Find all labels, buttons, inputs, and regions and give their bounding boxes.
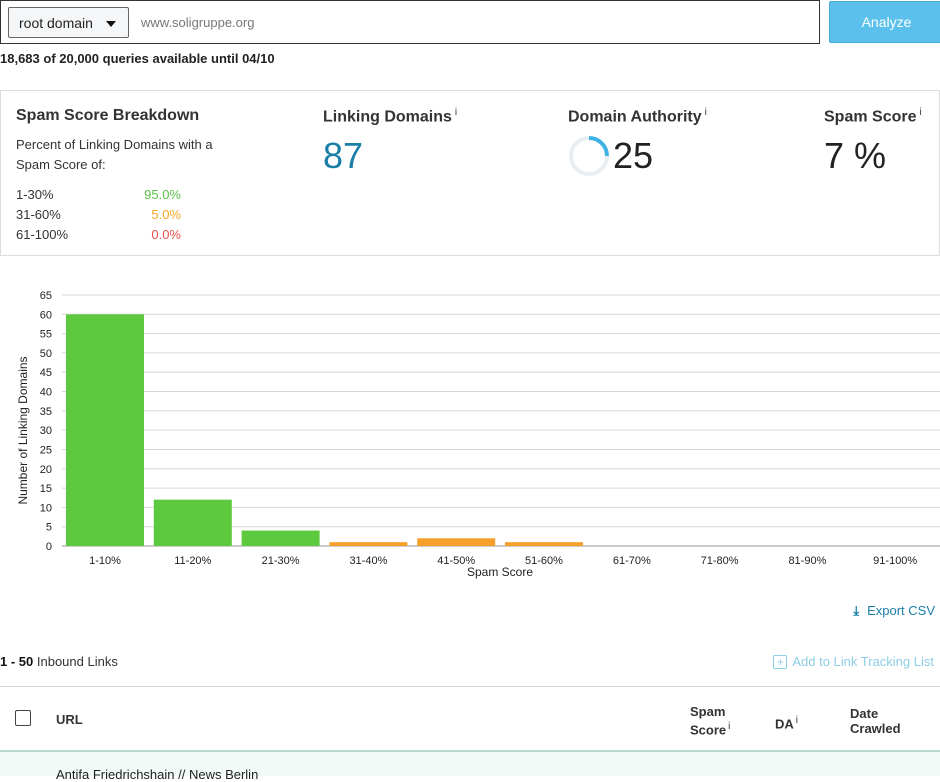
domain-authority-label: Domain Authority bbox=[568, 108, 702, 126]
download-icon: ⤓ bbox=[853, 603, 860, 618]
x-tick-label: 1-10% bbox=[89, 555, 121, 567]
x-tick-label: 71-80% bbox=[701, 555, 739, 567]
quota-text: 18,683 of 20,000 queries available until… bbox=[0, 51, 275, 66]
linking-domains-value[interactable]: 87 bbox=[323, 135, 364, 176]
column-url[interactable]: URL bbox=[56, 712, 83, 727]
spam-breakdown-title: Spam Score Breakdown bbox=[16, 107, 200, 124]
x-tick-label: 61-70% bbox=[613, 555, 651, 567]
x-tick-label: 51-60% bbox=[525, 555, 563, 567]
breakdown-range: 31-60% bbox=[16, 207, 61, 222]
column-spam-score[interactable]: Spam Score i bbox=[690, 704, 730, 737]
y-tick-label: 45 bbox=[40, 367, 52, 379]
bar-1-10%[interactable] bbox=[66, 314, 144, 546]
range-label: Inbound Links bbox=[36, 654, 118, 669]
column-date-crawled[interactable]: Date Crawled bbox=[850, 706, 901, 736]
y-axis-title: Number of Linking Domains bbox=[16, 356, 30, 504]
row-title[interactable]: Antifa Friedrichshain // News Berlin bbox=[56, 767, 259, 782]
add-to-link-tracking-button[interactable]: + Add to Link Tracking List bbox=[773, 654, 934, 669]
bar-41-50%[interactable] bbox=[417, 538, 496, 546]
chart-bars bbox=[66, 314, 583, 546]
bar-11-20%[interactable] bbox=[153, 499, 232, 546]
export-csv-button[interactable]: ⤓ Export CSV bbox=[853, 603, 935, 619]
caret-down-icon bbox=[106, 21, 116, 27]
spam-score-chart: 0 5 10 15 20 25 30 35 40 45 50 55 60 65 1-10% 11-20% 21… bbox=[16, 290, 940, 579]
table-header: URL Spam Score i DA i Date Crawled bbox=[0, 686, 940, 752]
x-axis-title: Spam Score bbox=[467, 565, 533, 579]
spam-score-value: 7 % bbox=[824, 135, 887, 176]
column-spam-score-line2: Score i bbox=[690, 719, 730, 737]
column-da[interactable]: DA i bbox=[775, 713, 798, 731]
y-tick-label: 10 bbox=[40, 502, 52, 514]
y-tick-label: 55 bbox=[40, 329, 52, 341]
x-tick-label: 11-20% bbox=[174, 555, 211, 567]
spam-score-label: Spam Score bbox=[824, 108, 917, 126]
info-icon[interactable]: i bbox=[919, 107, 922, 118]
y-tick-label: 30 bbox=[40, 425, 52, 437]
x-tick-label: 91-100% bbox=[873, 555, 917, 567]
track-label: Add to Link Tracking List bbox=[792, 654, 934, 669]
analyze-button[interactable]: Analyze bbox=[829, 1, 940, 43]
breakdown-value: 5.0% bbox=[151, 207, 181, 222]
domain-authority-value: 25 bbox=[613, 135, 654, 176]
chart-grid: 0 5 10 15 20 25 30 35 40 45 50 55 60 65 bbox=[40, 290, 940, 553]
x-tick-label: 41-50% bbox=[437, 555, 475, 567]
bar-51-60%[interactable] bbox=[505, 542, 583, 546]
y-tick-label: 20 bbox=[40, 464, 52, 476]
x-tick-label: 31-40% bbox=[349, 555, 387, 567]
y-tick-label: 65 bbox=[40, 290, 52, 302]
y-tick-label: 0 bbox=[46, 541, 52, 553]
domain-authority-ring bbox=[569, 136, 609, 176]
select-all-checkbox[interactable] bbox=[15, 710, 31, 726]
linking-domains-label: Linking Domains bbox=[323, 108, 452, 126]
column-spam-score-line1: Spam bbox=[690, 704, 726, 719]
breakdown-value: 0.0% bbox=[151, 227, 181, 242]
spam-score-title: Spam Score i bbox=[824, 107, 922, 126]
scope-select-label: root domain bbox=[19, 15, 93, 31]
bar-31-40%[interactable] bbox=[329, 542, 408, 546]
metrics-panel: Spam Score Breakdown Percent of Linking … bbox=[0, 90, 940, 256]
column-da-label: DA bbox=[775, 716, 794, 732]
info-icon[interactable]: i bbox=[728, 721, 731, 732]
breakdown-row: 61-100% 0.0% bbox=[16, 227, 181, 242]
info-icon[interactable]: i bbox=[454, 107, 458, 118]
plus-icon: + bbox=[773, 655, 788, 669]
breakdown-range: 61-100% bbox=[16, 227, 69, 242]
info-icon[interactable]: i bbox=[795, 715, 799, 726]
column-spam-score-word: Score bbox=[690, 722, 727, 738]
breakdown-value: 95.0% bbox=[144, 187, 181, 202]
x-tick-label: 21-30% bbox=[262, 555, 300, 567]
y-tick-label: 5 bbox=[46, 522, 52, 534]
y-tick-label: 35 bbox=[40, 406, 52, 418]
linking-domains-title: Linking Domains i bbox=[323, 107, 457, 126]
column-date-line1: Date bbox=[850, 706, 879, 721]
scope-select[interactable]: root domain bbox=[8, 7, 129, 38]
y-tick-label: 50 bbox=[40, 348, 52, 360]
info-icon[interactable]: i bbox=[704, 107, 707, 118]
x-tick-label: 81-90% bbox=[788, 555, 826, 567]
y-tick-label: 15 bbox=[40, 483, 52, 495]
bar-21-30%[interactable] bbox=[241, 530, 320, 546]
url-input[interactable] bbox=[139, 7, 799, 38]
domain-authority-title: Domain Authority i bbox=[568, 107, 707, 126]
column-date-line2: Crawled bbox=[850, 721, 901, 736]
ring-progress bbox=[569, 136, 609, 176]
breakdown-row: 1-30% 95.0% bbox=[16, 187, 181, 202]
breakdown-row: 31-60% 5.0% bbox=[16, 207, 181, 222]
range-value: 1 - 50 bbox=[0, 654, 34, 669]
inbound-links-count: 1 - 50 Inbound Links bbox=[0, 654, 118, 669]
search-bar: root domain bbox=[0, 0, 820, 44]
export-csv-label: Export CSV bbox=[867, 603, 935, 618]
y-tick-label: 25 bbox=[40, 444, 52, 456]
table-row[interactable]: Antifa Friedrichshain // News Berlin bbox=[0, 752, 940, 782]
y-tick-label: 60 bbox=[40, 309, 52, 321]
spam-breakdown-description: Percent of Linking Domains with a Spam S… bbox=[16, 137, 213, 172]
chart-x-ticks: 1-10% 11-20% 21-30% 31-40% 41-50% 51-60% 61-70… bbox=[89, 555, 917, 567]
y-tick-label: 40 bbox=[40, 387, 52, 399]
breakdown-range: 1-30% bbox=[16, 187, 54, 202]
